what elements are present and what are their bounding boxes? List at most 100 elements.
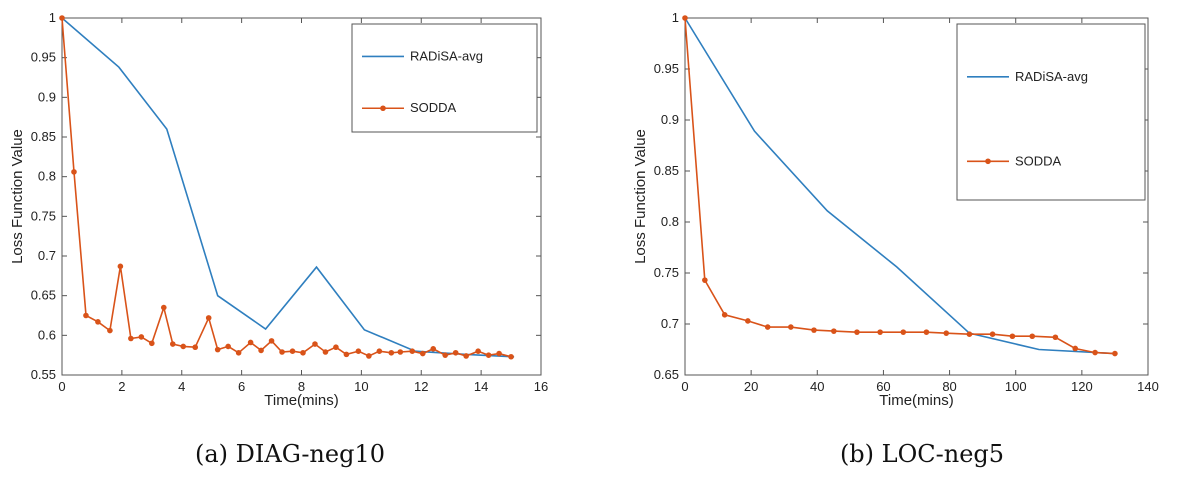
x-tick-label: 10	[354, 379, 368, 394]
legend-box	[956, 23, 1146, 201]
legend: RADiSA-avg SODDA	[956, 23, 1146, 201]
y-tick-label: 0.7	[38, 248, 56, 263]
data-point	[397, 349, 404, 355]
data-point	[169, 341, 176, 347]
legend-label: RADiSA-avg	[410, 48, 483, 63]
data-point	[376, 348, 383, 355]
y-tick-label: 0.9	[38, 89, 56, 104]
data-point	[1009, 333, 1016, 340]
legend-marker	[985, 158, 991, 165]
data-point	[508, 353, 514, 360]
x-tick-label: 100	[1005, 379, 1027, 394]
data-point	[745, 318, 751, 324]
data-point	[225, 343, 231, 350]
legend-label: SODDA	[410, 100, 457, 115]
x-tick-label: 6	[238, 379, 245, 394]
x-tick-label: 0	[58, 379, 65, 394]
data-point	[788, 324, 794, 330]
data-point	[1029, 333, 1036, 340]
data-point	[128, 335, 134, 342]
series-line-radisa-avg	[684, 17, 1115, 355]
data-point	[214, 346, 221, 353]
data-point	[989, 331, 996, 338]
data-point	[138, 334, 145, 340]
data-point	[721, 312, 728, 318]
y-tick-label: 0.8	[38, 169, 56, 184]
data-point	[312, 341, 318, 347]
legend: RADiSA-avg SODDA	[351, 23, 538, 133]
data-point	[452, 349, 459, 356]
legend-label: SODDA	[1015, 153, 1062, 168]
y-tick-label: 0.65	[654, 367, 679, 382]
data-point	[160, 304, 167, 311]
y-tick-label: 0.95	[31, 50, 56, 65]
data-point	[764, 324, 771, 330]
y-tick-label: 0.85	[31, 129, 56, 144]
data-point	[966, 331, 973, 338]
data-point	[854, 329, 860, 335]
data-point	[268, 338, 275, 344]
y-tick-label: 0.85	[654, 163, 679, 178]
data-point	[831, 328, 837, 334]
y-tick-label: 0.65	[31, 288, 56, 303]
data-point	[1072, 345, 1079, 352]
legend-box	[351, 23, 538, 133]
figure-caption: (a) DIAG-neg10	[195, 440, 385, 468]
data-point	[682, 15, 688, 21]
y-tick-label: 0.55	[31, 367, 56, 382]
data-point	[442, 352, 449, 358]
data-point	[355, 348, 362, 355]
chart-panel-1: 0 2 4 6 8 10 12 14 16 0.55 0.6 0.65 0.7 0.75 0.8 0.85 0.…	[9, 10, 548, 468]
chart-panel-2: 0 20 40 60 80 100 120 140 0.65 0.7 0.75 0.8 0.85 0.9 0…	[632, 10, 1159, 468]
y-tick-label: 0.95	[654, 61, 679, 76]
data-point	[180, 343, 187, 350]
data-point	[300, 349, 306, 356]
data-point	[247, 339, 254, 346]
data-point	[388, 349, 395, 356]
data-point	[900, 329, 907, 335]
x-tick-label: 120	[1071, 379, 1093, 394]
data-point	[205, 315, 212, 321]
x-tick-label: 20	[744, 379, 758, 394]
x-tick-label: 4	[178, 379, 185, 394]
x-axis-label: Time(mins)	[264, 392, 338, 409]
data-point	[419, 350, 426, 357]
x-tick-label: 16	[534, 379, 548, 394]
data-point	[59, 15, 65, 21]
data-point	[343, 351, 350, 358]
x-tick-label: 12	[414, 379, 428, 394]
x-tick-label: 8	[298, 379, 305, 394]
data-point	[71, 169, 77, 175]
y-tick-label: 1	[49, 10, 56, 25]
x-tick-label: 140	[1137, 379, 1159, 394]
data-point	[923, 329, 930, 335]
data-point	[333, 344, 339, 351]
data-point	[83, 312, 89, 319]
data-point	[149, 340, 155, 347]
data-point	[1092, 349, 1098, 356]
x-tick-label: 80	[942, 379, 956, 394]
data-point	[1052, 334, 1059, 341]
x-tick-label: 40	[810, 379, 824, 394]
data-point	[1112, 350, 1118, 357]
x-tick-label: 2	[118, 379, 125, 394]
data-point	[258, 347, 264, 354]
figure-caption: (b) LOC-neg5	[840, 440, 1004, 468]
y-tick-label: 0.8	[661, 214, 679, 229]
data-point	[943, 330, 950, 336]
data-point	[475, 348, 481, 355]
data-point	[192, 344, 199, 351]
data-point	[430, 346, 437, 352]
data-point	[463, 353, 469, 359]
x-axis-label: Time(mins)	[879, 392, 953, 409]
x-tick-label: 14	[474, 379, 488, 394]
legend-label: RADiSA-avg	[1015, 69, 1088, 84]
y-tick-label: 0.6	[38, 327, 56, 342]
data-point	[366, 353, 372, 359]
y-tick-label: 0.75	[654, 265, 679, 280]
data-point	[409, 348, 416, 355]
data-point	[279, 349, 285, 355]
data-point	[117, 263, 124, 270]
data-point	[107, 327, 113, 334]
